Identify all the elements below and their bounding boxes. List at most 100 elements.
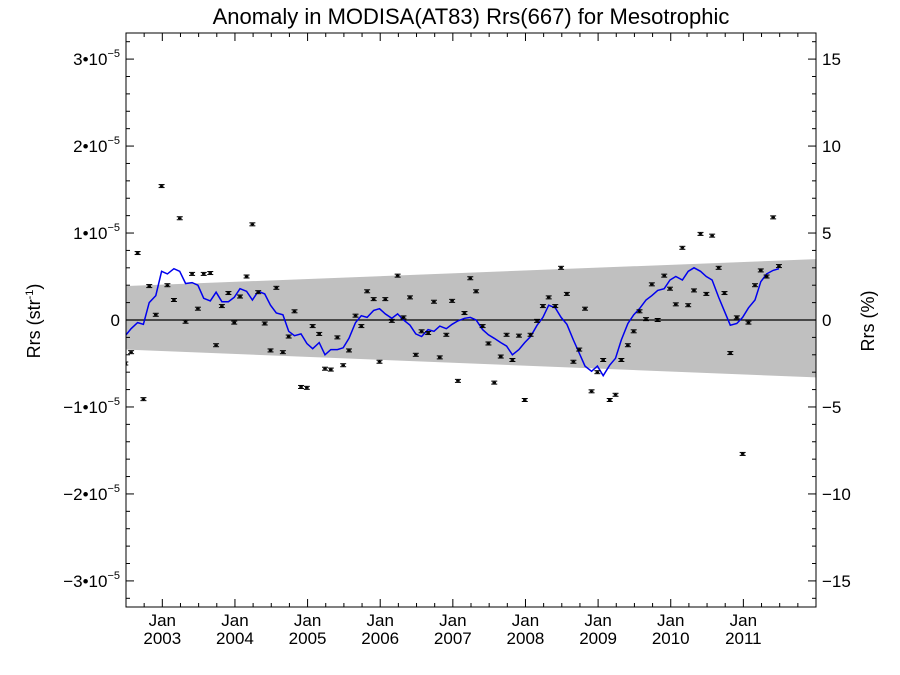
x-tick-year: 2006	[361, 629, 399, 648]
data-point	[303, 385, 310, 390]
data-point	[509, 358, 516, 363]
x-tick-month: Jan	[657, 611, 684, 630]
x-tick-month: Jan	[221, 611, 248, 630]
data-point	[763, 274, 770, 279]
data-point	[370, 297, 377, 302]
data-point	[146, 284, 153, 289]
plot-area	[125, 32, 817, 608]
data-point	[775, 264, 782, 269]
data-point	[273, 285, 280, 290]
data-point	[207, 271, 214, 276]
data-point	[309, 324, 316, 329]
data-point	[291, 309, 298, 314]
data-point	[745, 320, 752, 325]
data-point	[715, 265, 722, 270]
x-tick-month: Jan	[584, 611, 611, 630]
right-tick-label: 15	[822, 50, 841, 69]
left-tick-label: 1•10−5	[73, 222, 120, 243]
data-point	[345, 348, 352, 353]
right-tick-label: −5	[822, 398, 841, 417]
data-point	[558, 265, 565, 270]
data-point	[563, 291, 570, 296]
chart-title: Anomaly in MODISA(AT83) Rrs(667) for Mes…	[213, 4, 730, 29]
data-point	[485, 341, 492, 346]
data-point	[643, 317, 650, 322]
data-point	[624, 343, 631, 348]
data-point	[636, 309, 643, 314]
left-tick-label: −2•10−5	[63, 483, 120, 504]
data-point	[358, 324, 365, 329]
data-point	[527, 332, 534, 337]
data-point	[612, 392, 619, 397]
data-point	[679, 245, 686, 250]
data-point	[443, 332, 450, 337]
x-tick-year: 2010	[652, 629, 690, 648]
left-tick-label: −3•10−5	[63, 570, 120, 591]
data-point	[630, 329, 637, 334]
data-point	[582, 306, 589, 311]
x-tick-year: 2009	[579, 629, 617, 648]
data-point	[685, 303, 692, 308]
data-point	[721, 291, 728, 296]
data-point	[182, 319, 189, 324]
x-tick-month: Jan	[149, 611, 176, 630]
x-tick-year: 2005	[289, 629, 327, 648]
data-point	[418, 329, 425, 334]
data-point	[279, 350, 286, 355]
right-tick-label: 10	[822, 137, 841, 156]
right-tick-label: 0	[822, 311, 831, 330]
data-point	[521, 398, 528, 403]
data-point	[727, 351, 734, 356]
data-point	[126, 361, 129, 366]
data-point	[654, 318, 661, 322]
plot-inner	[126, 184, 816, 456]
data-point	[545, 295, 552, 300]
x-tick-month: Jan	[294, 611, 321, 630]
data-point	[352, 313, 359, 318]
right-tick-label: 5	[822, 224, 831, 243]
data-point	[394, 273, 401, 278]
data-point	[479, 324, 486, 329]
left-axis-label: Rrs (str-1)	[24, 284, 44, 359]
x-tick-year: 2008	[507, 629, 545, 648]
data-point	[189, 271, 196, 276]
data-point	[672, 302, 679, 307]
data-point	[552, 304, 559, 309]
data-point	[497, 354, 504, 359]
data-point	[425, 331, 432, 336]
right-tick-label: −15	[822, 572, 851, 591]
data-point	[515, 333, 522, 338]
data-point	[576, 347, 583, 352]
data-point	[364, 289, 371, 294]
left-tick-label: −1•10−5	[63, 396, 120, 417]
data-point	[570, 359, 577, 364]
data-point	[237, 294, 244, 299]
data-point	[534, 318, 541, 323]
data-point	[267, 348, 274, 353]
data-point	[285, 334, 292, 339]
x-tick-year: 2007	[434, 629, 472, 648]
data-point	[588, 389, 595, 394]
data-point	[200, 271, 207, 276]
data-point	[449, 298, 456, 303]
right-tick-label: −10	[822, 485, 851, 504]
data-point	[388, 318, 395, 323]
data-point	[340, 363, 347, 368]
data-point	[461, 311, 468, 316]
left-tick-label: 2•10−5	[73, 135, 120, 156]
data-point	[697, 231, 704, 236]
data-point	[454, 378, 461, 383]
data-point	[467, 276, 474, 281]
data-point	[322, 366, 329, 371]
right-axis-ticks: 15 10 5 0 −5 −10 −15	[808, 41, 851, 599]
x-tick-year: 2004	[216, 629, 254, 648]
data-point	[334, 335, 341, 340]
data-point	[176, 216, 183, 221]
data-point	[406, 295, 413, 300]
data-point	[594, 370, 601, 375]
data-point	[491, 380, 498, 385]
data-point	[140, 397, 147, 402]
smooth-series-line	[126, 266, 780, 378]
data-point	[298, 384, 305, 389]
data-point	[376, 359, 383, 364]
